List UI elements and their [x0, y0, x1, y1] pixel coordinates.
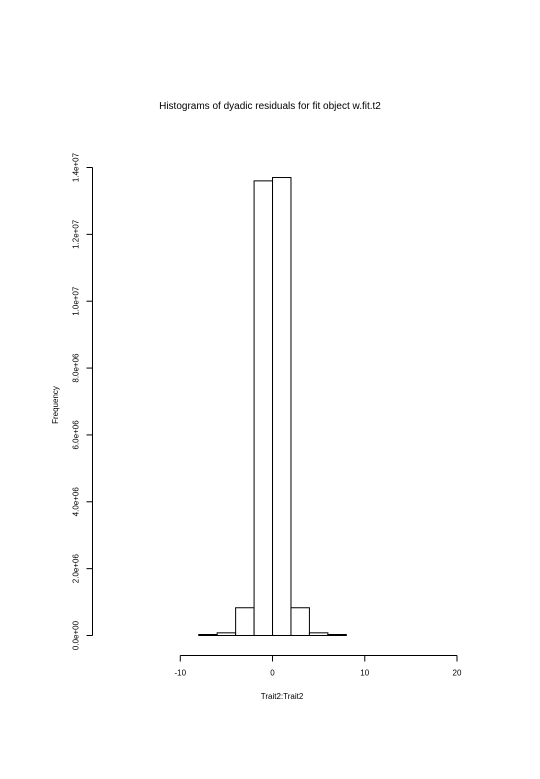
y-tick-label: 8.0e+06 — [72, 353, 81, 383]
x-tick-label: 10 — [360, 669, 369, 678]
histogram-bar — [216, 632, 237, 637]
histogram-bars — [198, 177, 347, 637]
y-axis: 0.0e+00 2.0e+06 4.0e+06 6.0e+06 8.0e+06 1.0e+… — [72, 152, 93, 650]
histogram-bar — [253, 180, 274, 636]
histogram-bar — [198, 634, 218, 636]
y-tick-label: 2.0e+06 — [72, 554, 81, 584]
x-tick-label: 20 — [453, 669, 462, 678]
x-axis-label: Trait2:Trait2 — [261, 692, 304, 701]
histogram-bar — [327, 634, 347, 636]
y-tick-label: 6.0e+06 — [72, 420, 81, 450]
x-axis: -10 0 10 20 — [175, 655, 462, 678]
y-tick-label: 1.0e+07 — [72, 286, 81, 316]
y-axis-label: Frequency — [51, 386, 60, 424]
x-tick-label: 0 — [270, 669, 275, 678]
histogram-bar — [272, 177, 292, 636]
histogram-bar — [290, 607, 310, 636]
y-tick-label: 0.0e+00 — [72, 620, 81, 650]
y-tick-label: 1.2e+07 — [72, 219, 81, 249]
y-tick-label: 4.0e+06 — [72, 487, 81, 517]
chart-title: Histograms of dyadic residuals for fit o… — [159, 101, 381, 112]
histogram-bar — [308, 632, 329, 637]
x-tick-label: -10 — [175, 669, 187, 678]
histogram-bar — [235, 607, 255, 636]
y-tick-label: 1.4e+07 — [72, 152, 81, 182]
